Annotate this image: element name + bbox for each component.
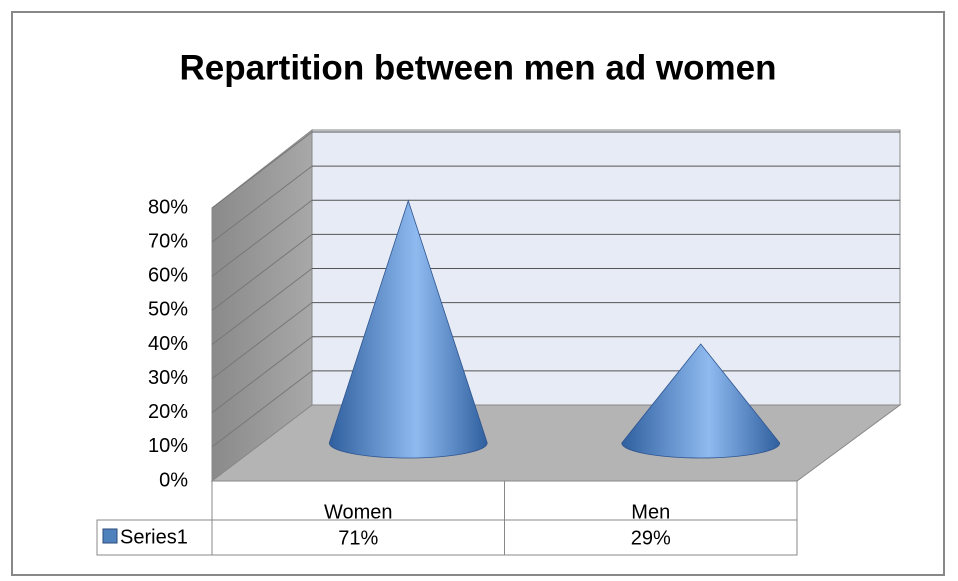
y-tick-label: 10%: [148, 435, 188, 457]
side-grid-line: [211, 268, 313, 345]
side-grid-line: [211, 165, 313, 243]
cone: [328, 199, 488, 459]
side-grid-line: [211, 233, 313, 311]
cone: [621, 343, 781, 459]
side-grid-line: [211, 370, 313, 448]
legend-label: Series1: [120, 526, 188, 548]
x-tick-label: Women: [324, 501, 393, 523]
value-label: 71%: [338, 527, 378, 549]
y-tick-label: 60%: [148, 265, 188, 287]
y-tick-label: 80%: [148, 196, 188, 218]
y-tick-label: 30%: [148, 367, 188, 389]
y-tick-label: 0%: [159, 469, 188, 491]
side-grid-line: [211, 131, 313, 209]
side-grid-line: [211, 336, 313, 414]
value-label: 29%: [631, 527, 671, 549]
y-tick-label: 40%: [148, 333, 188, 355]
y-tick-label: 70%: [148, 230, 188, 252]
chart-title: Repartition between men ad women: [179, 48, 776, 87]
side-grid-line: [211, 199, 313, 277]
floor: [210, 404, 902, 482]
y-tick-label: 20%: [148, 401, 188, 423]
y-tick-label: 50%: [148, 299, 188, 321]
side-grid-line: [211, 302, 313, 380]
x-tick-label: Men: [631, 501, 670, 523]
legend-key: [102, 528, 118, 544]
